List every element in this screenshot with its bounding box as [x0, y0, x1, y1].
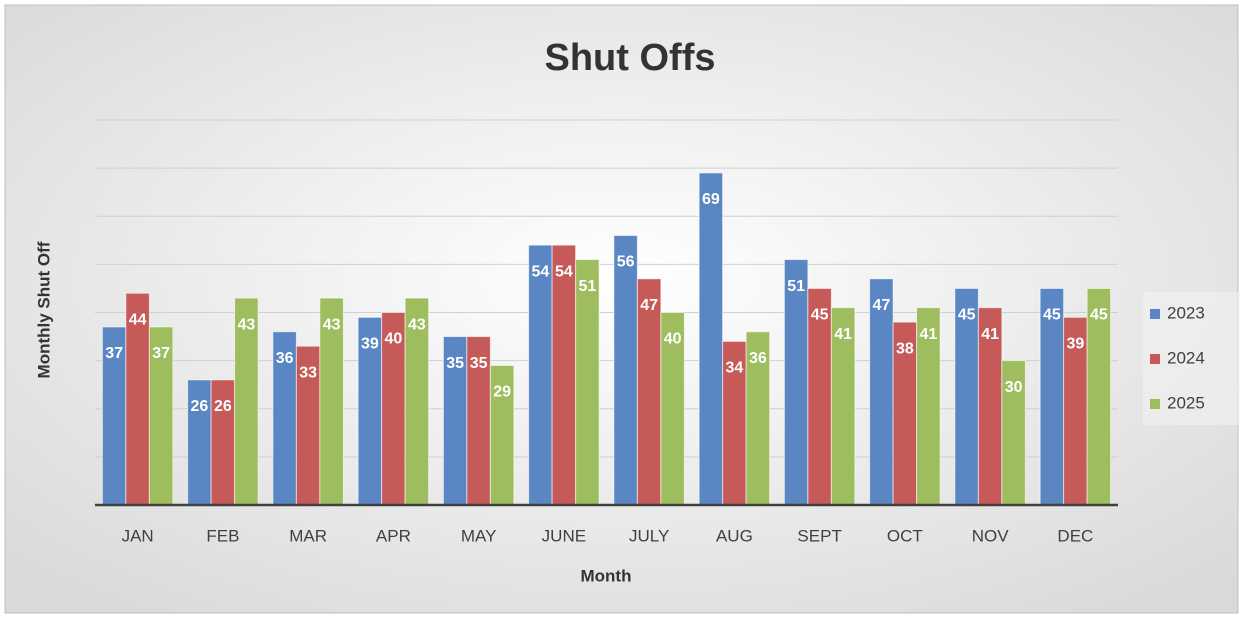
data-label: 39 [1066, 336, 1084, 353]
data-label: 41 [981, 326, 999, 343]
data-label: 30 [1005, 379, 1023, 396]
data-label: 43 [237, 316, 255, 333]
data-label: 45 [958, 307, 976, 324]
data-label: 51 [578, 278, 596, 295]
data-label: 26 [214, 398, 232, 415]
data-label: 34 [725, 360, 743, 377]
legend-label: 2024 [1167, 348, 1205, 367]
bar [613, 235, 638, 506]
data-label: 69 [702, 191, 720, 208]
legend-label: 2025 [1167, 393, 1205, 412]
x-tick-label: APR [376, 526, 411, 545]
data-label: 40 [664, 331, 682, 348]
x-tick-label: DEC [1057, 526, 1093, 545]
x-tick-label: JUNE [542, 526, 586, 545]
data-label: 40 [384, 331, 402, 348]
data-label: 36 [749, 350, 767, 367]
bar [698, 172, 724, 506]
data-label: 41 [834, 326, 852, 343]
legend-label: 2023 [1167, 303, 1205, 322]
data-label: 47 [872, 297, 890, 314]
y-axis-label: Monthly Shut Off [34, 241, 53, 378]
data-label: 56 [617, 254, 635, 271]
x-tick-label: JAN [122, 526, 154, 545]
x-tick-label: FEB [206, 526, 239, 545]
data-label: 51 [787, 278, 805, 295]
x-tick-label: SEPT [797, 526, 841, 545]
data-label: 44 [129, 311, 147, 328]
bar [528, 244, 553, 506]
data-label: 35 [446, 355, 464, 372]
data-label: 54 [555, 263, 573, 280]
data-label: 33 [299, 364, 317, 381]
x-axis-label: Month [581, 566, 632, 585]
x-tick-label: JULY [629, 526, 669, 545]
bar [783, 259, 809, 506]
data-label: 43 [408, 316, 426, 333]
data-label: 45 [811, 307, 829, 324]
legend-swatch [1150, 354, 1160, 364]
data-label: 35 [470, 355, 488, 372]
chart-title: Shut Offs [545, 37, 716, 79]
x-tick-label: OCT [887, 526, 923, 545]
legend-swatch [1150, 309, 1160, 319]
data-label: 36 [276, 350, 294, 367]
data-label: 54 [531, 263, 549, 280]
data-label: 37 [152, 345, 170, 362]
bar [551, 244, 577, 506]
x-tick-label: AUG [716, 526, 753, 545]
data-label: 38 [896, 340, 914, 357]
x-tick-label: MAY [461, 526, 497, 545]
data-label: 29 [493, 384, 511, 401]
data-label: 43 [323, 316, 341, 333]
data-label: 45 [1043, 307, 1061, 324]
x-tick-label: MAR [289, 526, 327, 545]
legend-swatch [1150, 399, 1160, 409]
data-label: 45 [1090, 307, 1108, 324]
data-label: 26 [190, 398, 208, 415]
data-label: 37 [105, 345, 123, 362]
x-tick-label: NOV [972, 526, 1010, 545]
bar [575, 259, 600, 506]
data-label: 47 [640, 297, 658, 314]
data-label: 41 [919, 326, 937, 343]
data-label: 39 [361, 336, 379, 353]
